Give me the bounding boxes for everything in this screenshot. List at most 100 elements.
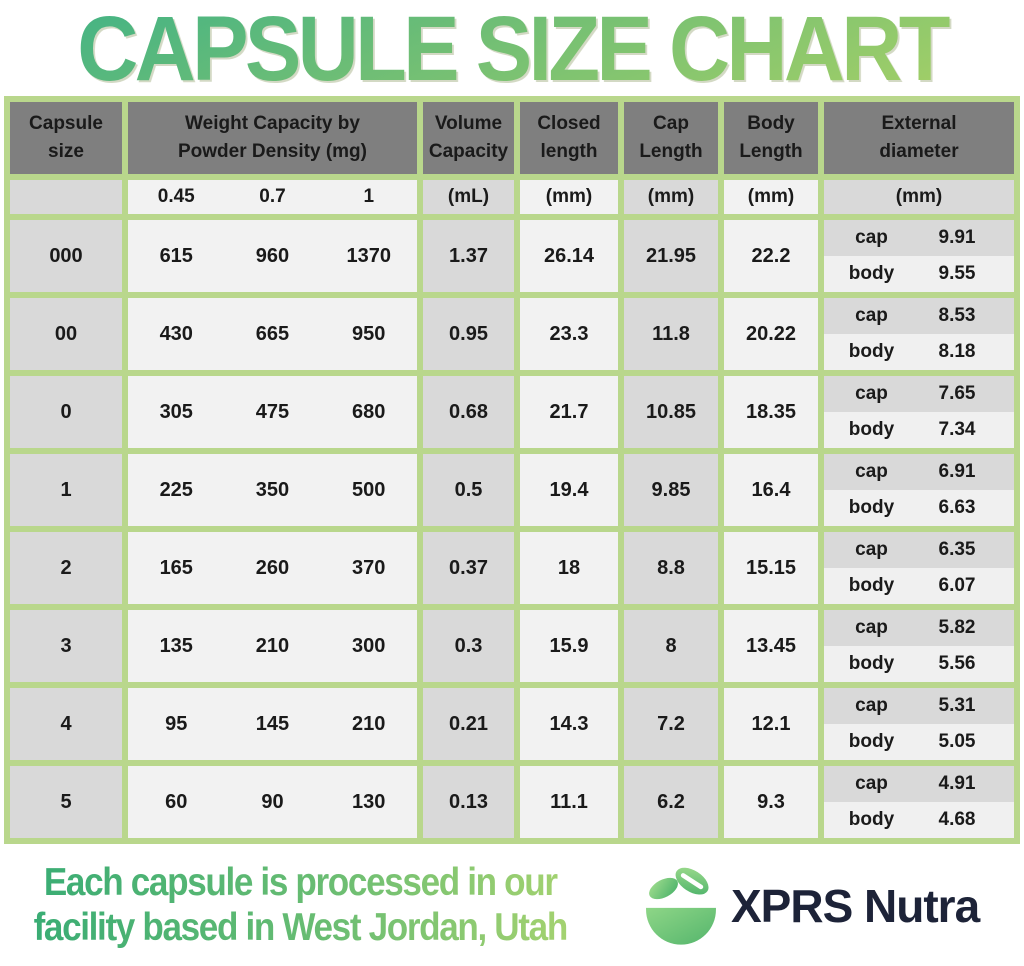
cell-body-length: 15.15 <box>724 532 818 604</box>
cell-body-length: 20.22 <box>724 298 818 370</box>
brand-name: XPRS Nutra <box>731 880 980 932</box>
cell-cap-length: 11.8 <box>624 298 718 370</box>
density-value: 0.45 <box>157 186 195 207</box>
cell-capsule-size: 0 <box>10 376 122 448</box>
external-body-band: body 6.63 <box>824 490 1014 526</box>
weight-value: 615 <box>159 244 193 267</box>
cell-volume-capacity: 0.68 <box>423 376 514 448</box>
external-body-band: body 9.55 <box>824 256 1014 292</box>
cell-cap-length: 7.2 <box>624 688 718 760</box>
ext-body-value: 4.68 <box>938 809 976 830</box>
unit-row: 0.45 0.7 1 (mL) (mm) (mm) (mm) (mm) <box>10 180 1014 214</box>
weight-value: 165 <box>159 556 193 579</box>
col-header-volume-capacity: Volume Capacity <box>423 102 514 174</box>
ext-body-label: body <box>848 731 895 752</box>
weight-value: 95 <box>165 712 188 735</box>
ext-cap-value: 7.65 <box>938 383 976 404</box>
ext-body-label: body <box>848 497 895 518</box>
external-body-band: body 8.18 <box>824 334 1014 370</box>
external-cap-band: cap 6.91 <box>824 454 1014 490</box>
ext-body-value: 6.63 <box>938 497 976 518</box>
external-body-band: body 6.07 <box>824 568 1014 604</box>
ext-body-value: 7.34 <box>938 419 976 440</box>
cell-cap-length: 8 <box>624 610 718 682</box>
weight-value: 60 <box>165 790 188 813</box>
leaf-slash <box>680 873 704 890</box>
cell-volume-capacity: 0.37 <box>423 532 514 604</box>
weight-value: 225 <box>159 478 193 501</box>
ext-cap-label: cap <box>855 617 888 638</box>
cell-capsule-size: 3 <box>10 610 122 682</box>
ext-cap-value: 9.91 <box>938 227 976 248</box>
weight-value: 210 <box>255 634 290 657</box>
ext-cap-value: 6.91 <box>938 461 976 482</box>
weight-value: 90 <box>261 790 284 813</box>
weight-value: 1370 <box>346 244 391 267</box>
cell-external-diameter: cap 6.91 body 6.63 <box>824 454 1014 526</box>
weight-value: 500 <box>352 478 386 501</box>
mortar-leaf-logo-icon <box>646 867 716 945</box>
page-title: CAPSULE SIZE CHART <box>41 0 983 98</box>
unit-cell-body-length: (mm) <box>724 180 818 214</box>
table-row: 5 60 90 130 0.13 11.1 6.2 9.3 cap 4.91 body… <box>10 766 1014 838</box>
weight-value: 665 <box>255 322 290 345</box>
external-cap-band: cap 5.31 <box>824 688 1014 724</box>
table-row: 000 615 960 1370 1.37 26.14 21.95 22.2 cap… <box>10 220 1014 292</box>
cell-cap-length: 10.85 <box>624 376 718 448</box>
cell-closed-length: 11.1 <box>520 766 618 838</box>
left-leaf <box>649 877 678 900</box>
col-header-external-diameter: External diameter <box>824 102 1014 174</box>
weight-value: 680 <box>352 400 386 423</box>
ext-cap-value: 5.82 <box>938 617 976 638</box>
external-cap-band: cap 7.65 <box>824 376 1014 412</box>
weight-value: 350 <box>255 478 290 501</box>
unit-cell-cap-length: (mm) <box>624 180 718 214</box>
ext-body-label: body <box>848 419 895 440</box>
cell-closed-length: 15.9 <box>520 610 618 682</box>
cell-volume-capacity: 0.95 <box>423 298 514 370</box>
unit-cell-capsule-size <box>10 180 122 214</box>
unit-cell-volume: (mL) <box>423 180 514 214</box>
table-row: 00 430 665 950 0.95 23.3 11.8 20.22 cap 8.5… <box>10 298 1014 370</box>
cell-cap-length: 21.95 <box>624 220 718 292</box>
cell-weight-capacity: 165 260 370 <box>128 532 417 604</box>
external-body-band: body 4.68 <box>824 802 1014 838</box>
external-body-band: body 5.05 <box>824 724 1014 760</box>
footer-note: Each capsule is processed in our facilit… <box>10 861 591 951</box>
unit-cell-external-diameter: (mm) <box>824 180 1014 214</box>
table-row: 4 95 145 210 0.21 14.3 7.2 12.1 cap 5.31 bo… <box>10 688 1014 760</box>
col-header-body-length: Body Length <box>724 102 818 174</box>
weight-value: 475 <box>255 400 290 423</box>
unit-cell-closed-length: (mm) <box>520 180 618 214</box>
cell-cap-length: 8.8 <box>624 532 718 604</box>
weight-value: 430 <box>159 322 193 345</box>
weight-value: 960 <box>255 244 290 267</box>
density-value: 0.7 <box>259 186 286 207</box>
cell-weight-capacity: 305 475 680 <box>128 376 417 448</box>
footer-note-line1: Each capsule is processed in our <box>43 861 557 905</box>
cell-capsule-size: 1 <box>10 454 122 526</box>
ext-body-label: body <box>848 653 895 674</box>
weight-value: 370 <box>352 556 386 579</box>
ext-cap-label: cap <box>855 461 888 482</box>
weight-value: 130 <box>352 790 386 813</box>
cell-volume-capacity: 0.5 <box>423 454 514 526</box>
ext-cap-value: 6.35 <box>938 539 976 560</box>
cell-body-length: 9.3 <box>724 766 818 838</box>
cell-capsule-size: 2 <box>10 532 122 604</box>
cell-body-length: 13.45 <box>724 610 818 682</box>
ext-cap-label: cap <box>855 383 888 404</box>
ext-body-value: 9.55 <box>938 263 976 284</box>
ext-cap-label: cap <box>855 539 888 560</box>
cell-capsule-size: 000 <box>10 220 122 292</box>
cell-closed-length: 19.4 <box>520 454 618 526</box>
external-cap-band: cap 6.35 <box>824 532 1014 568</box>
cell-closed-length: 18 <box>520 532 618 604</box>
cell-closed-length: 23.3 <box>520 298 618 370</box>
ext-body-value: 5.56 <box>938 653 976 674</box>
cell-body-length: 12.1 <box>724 688 818 760</box>
footer: Each capsule is processed in our facilit… <box>0 860 1024 952</box>
cell-closed-length: 21.7 <box>520 376 618 448</box>
weight-value: 260 <box>255 556 290 579</box>
col-header-capsule-size: Capsule size <box>10 102 122 174</box>
